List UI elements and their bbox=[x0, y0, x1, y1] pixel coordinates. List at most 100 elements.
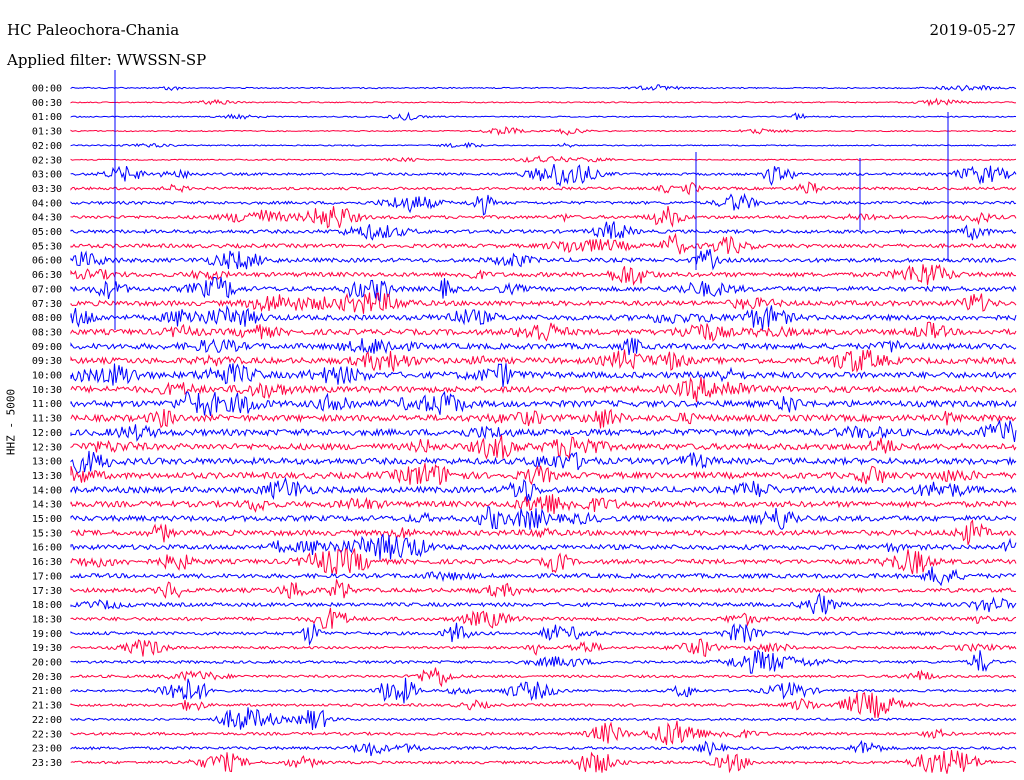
trace-line bbox=[70, 337, 1017, 356]
trace-line bbox=[70, 419, 1017, 442]
trace-line bbox=[70, 155, 1017, 163]
trace-line bbox=[70, 548, 1017, 575]
trace-line bbox=[70, 97, 1017, 107]
trace-line bbox=[70, 638, 1017, 657]
filter-label: Applied filter: WWSSN-SP bbox=[7, 51, 207, 69]
trace-line bbox=[70, 505, 1017, 531]
row-time-label: 15:00 bbox=[32, 514, 62, 525]
row-time-label: 12:00 bbox=[32, 428, 62, 439]
row-time-label: 00:00 bbox=[32, 84, 62, 95]
trace-line bbox=[70, 677, 1017, 704]
row-time-label: 09:30 bbox=[32, 356, 62, 367]
row-time-label: 22:30 bbox=[32, 729, 62, 740]
trace-line bbox=[70, 667, 1016, 688]
trace-line bbox=[70, 720, 1017, 746]
trace-line bbox=[70, 221, 1017, 241]
row-time-label: 04:30 bbox=[32, 213, 62, 224]
row-time-label: 07:00 bbox=[32, 284, 62, 295]
trace-line bbox=[70, 435, 1017, 460]
trace-line bbox=[70, 277, 1017, 302]
row-time-label: 17:00 bbox=[32, 571, 62, 582]
row-time-label: 18:00 bbox=[32, 600, 62, 611]
row-time-label: 13:00 bbox=[32, 457, 62, 468]
row-time-label: 20:30 bbox=[32, 672, 62, 683]
row-time-label: 11:30 bbox=[32, 414, 62, 425]
date-label: 2019-05-27 bbox=[929, 21, 1016, 39]
row-time-label: 16:30 bbox=[32, 557, 62, 568]
trace-line bbox=[70, 534, 1017, 560]
trace-line bbox=[70, 349, 1017, 373]
row-time-label: 05:00 bbox=[32, 227, 62, 238]
trace-line bbox=[70, 739, 1017, 757]
trace-line bbox=[70, 592, 1017, 615]
trace-line bbox=[70, 750, 1017, 774]
trace-line bbox=[70, 390, 1017, 416]
trace-line bbox=[70, 408, 1017, 429]
trace-line bbox=[70, 321, 1017, 343]
trace-line bbox=[70, 163, 1017, 187]
row-time-label: 01:30 bbox=[32, 127, 62, 138]
trace-line bbox=[70, 450, 1017, 474]
trace-line bbox=[70, 304, 1017, 330]
row-time-label: 16:00 bbox=[32, 543, 62, 554]
row-time-label: 14:30 bbox=[32, 500, 62, 511]
trace-layer bbox=[70, 70, 1017, 774]
trace-line bbox=[70, 519, 1017, 545]
trace-line bbox=[70, 607, 1017, 630]
trace-line bbox=[70, 232, 1017, 255]
trace-line bbox=[70, 494, 1017, 514]
row-time-label: 00:30 bbox=[32, 98, 62, 109]
row-time-label: 12:30 bbox=[32, 442, 62, 453]
row-time-label: 06:30 bbox=[32, 270, 62, 281]
trace-line bbox=[70, 463, 1017, 486]
row-time-label: 01:00 bbox=[32, 112, 62, 123]
trace-line bbox=[70, 206, 1017, 229]
trace-line bbox=[70, 192, 1017, 216]
row-time-label: 23:00 bbox=[32, 744, 62, 755]
row-time-label: 14:00 bbox=[32, 485, 62, 496]
row-time-label: 23:30 bbox=[32, 758, 62, 769]
trace-line bbox=[70, 84, 1017, 92]
row-time-label: 08:00 bbox=[32, 313, 62, 324]
row-time-label: 02:30 bbox=[32, 155, 62, 166]
row-time-label: 19:00 bbox=[32, 629, 62, 640]
trace-line bbox=[70, 707, 1017, 730]
row-time-label: 17:30 bbox=[32, 586, 62, 597]
row-time-label: 08:30 bbox=[32, 327, 62, 338]
row-time-label: 10:00 bbox=[32, 371, 62, 382]
row-time-label: 18:30 bbox=[32, 614, 62, 625]
row-time-label: 11:00 bbox=[32, 399, 62, 410]
row-time-label: 22:00 bbox=[32, 715, 62, 726]
trace-line bbox=[70, 376, 1017, 403]
trace-line bbox=[70, 622, 1017, 646]
row-time-label: 10:30 bbox=[32, 385, 62, 396]
trace-line bbox=[70, 363, 1017, 388]
row-time-label: 02:00 bbox=[32, 141, 62, 152]
row-time-label: 21:30 bbox=[32, 701, 62, 712]
trace-line bbox=[70, 292, 1017, 314]
row-time-label: 03:30 bbox=[32, 184, 62, 195]
row-time-label: 21:00 bbox=[32, 686, 62, 697]
trace-line bbox=[70, 111, 1017, 121]
trace-line bbox=[70, 566, 1017, 587]
trace-line bbox=[70, 181, 1017, 196]
row-time-label: 09:00 bbox=[32, 342, 62, 353]
row-time-label: 13:30 bbox=[32, 471, 62, 482]
row-time-label: 05:30 bbox=[32, 241, 62, 252]
trace-line bbox=[70, 579, 1017, 599]
row-time-label: 19:30 bbox=[32, 643, 62, 654]
row-time-label: 07:30 bbox=[32, 299, 62, 310]
row-time-label: 03:00 bbox=[32, 170, 62, 181]
trace-line bbox=[70, 263, 1016, 286]
row-time-label: 04:00 bbox=[32, 198, 62, 209]
trace-line bbox=[70, 141, 1017, 149]
station-title: HC Paleochora-Chania bbox=[7, 21, 180, 39]
trace-line bbox=[70, 126, 1017, 136]
trace-line bbox=[70, 476, 1017, 502]
tick-label-layer: 00:00 00:30 01:00 01:30 02:00 02:30 03:00 03:30… bbox=[32, 84, 62, 769]
row-time-label: 06:00 bbox=[32, 256, 62, 267]
row-time-label: 20:00 bbox=[32, 658, 62, 669]
trace-line bbox=[70, 691, 1017, 718]
